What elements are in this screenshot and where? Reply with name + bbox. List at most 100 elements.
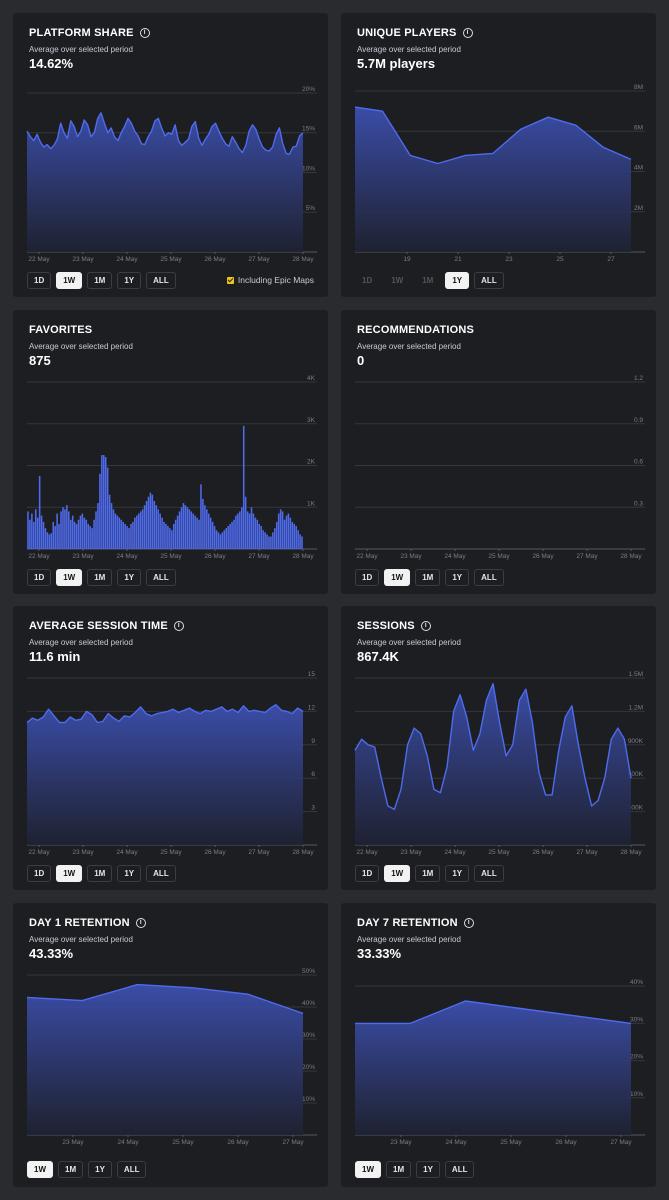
card-title: DAY 7 RETENTION i bbox=[357, 917, 474, 929]
range-button-1w[interactable]: 1W bbox=[56, 272, 83, 289]
bar bbox=[215, 530, 218, 549]
info-icon[interactable]: i bbox=[420, 621, 431, 631]
range-button-1m[interactable]: 1M bbox=[386, 1161, 412, 1178]
range-button-all[interactable]: ALL bbox=[146, 569, 176, 586]
range-button-1w[interactable]: 1W bbox=[56, 865, 83, 882]
range-button-1y[interactable]: 1Y bbox=[445, 569, 470, 586]
x-tick-label: 28 May bbox=[620, 553, 642, 560]
bar bbox=[178, 511, 181, 549]
range-button-1d[interactable]: 1D bbox=[355, 865, 380, 882]
bar bbox=[287, 513, 290, 549]
bar bbox=[89, 526, 91, 549]
y-tick-label: 4M bbox=[634, 165, 643, 172]
x-tick-label: 25 May bbox=[160, 256, 182, 263]
card-day-7-retention: DAY 7 RETENTION i Average over selected pe… bbox=[341, 903, 656, 1187]
card-title-text: UNIQUE PLAYERS bbox=[357, 27, 457, 39]
bar bbox=[283, 519, 286, 549]
info-icon[interactable]: i bbox=[173, 621, 184, 631]
y-tick-label: 600K bbox=[628, 771, 644, 778]
range-button-1w[interactable]: 1W bbox=[384, 272, 411, 289]
x-tick-label: 23 bbox=[505, 256, 513, 263]
range-button-1y[interactable]: 1Y bbox=[117, 865, 142, 882]
range-button-1y[interactable]: 1Y bbox=[445, 865, 470, 882]
range-button-1m[interactable]: 1M bbox=[415, 865, 441, 882]
chart: 15 12 9 6 3 22 May 23 May 24 May 25 May 26 May 27 … bbox=[26, 671, 317, 856]
card-day-1-retention: DAY 1 RETENTION i Average over selected pe… bbox=[13, 903, 328, 1187]
range-button-1w[interactable]: 1W bbox=[56, 569, 83, 586]
bar bbox=[97, 503, 99, 549]
y-tick-label: 0.9 bbox=[634, 417, 643, 424]
card-subtitle: Average over selected period bbox=[357, 45, 461, 54]
bar bbox=[116, 515, 119, 549]
bar bbox=[99, 473, 101, 549]
x-tick-label: 26 May bbox=[204, 849, 226, 856]
x-tick-label: 28 May bbox=[292, 553, 314, 560]
range-button-1m[interactable]: 1M bbox=[58, 1161, 84, 1178]
bar bbox=[217, 532, 220, 549]
range-button-1w[interactable]: 1W bbox=[27, 1161, 53, 1178]
range-button-all[interactable]: ALL bbox=[444, 1161, 475, 1178]
range-button-1d[interactable]: 1D bbox=[355, 569, 380, 586]
bar bbox=[56, 513, 58, 549]
x-tick-label: 22 May bbox=[356, 849, 378, 856]
card-sessions: SESSIONS i Average over selected period 867… bbox=[341, 606, 656, 890]
range-button-1y[interactable]: 1Y bbox=[445, 272, 470, 289]
checkbox-label: Including Epic Maps bbox=[237, 275, 314, 285]
x-tick-label: 24 May bbox=[444, 849, 466, 856]
range-button-1w[interactable]: 1W bbox=[384, 569, 411, 586]
x-tick-label: 24 May bbox=[116, 849, 138, 856]
info-icon[interactable]: i bbox=[463, 918, 474, 928]
bar bbox=[42, 521, 45, 549]
bar bbox=[147, 496, 150, 549]
range-button-1w[interactable]: 1W bbox=[384, 865, 411, 882]
y-tick-label: 30% bbox=[302, 1032, 315, 1039]
bar bbox=[163, 521, 165, 549]
card-subtitle: Average over selected period bbox=[29, 342, 133, 351]
x-tick-label: 25 May bbox=[160, 553, 182, 560]
checkbox-icon[interactable] bbox=[226, 276, 234, 284]
bar bbox=[297, 530, 299, 549]
bar bbox=[270, 536, 272, 549]
range-button-all[interactable]: ALL bbox=[474, 272, 504, 289]
range-button-1m[interactable]: 1M bbox=[415, 569, 441, 586]
bar bbox=[209, 517, 212, 549]
card-subtitle: Average over selected period bbox=[29, 45, 133, 54]
range-button-1y[interactable]: 1Y bbox=[88, 1161, 112, 1178]
chart: 8M 6M 4M 2M 19 21 23 25 27 bbox=[354, 84, 645, 263]
range-button-1d[interactable]: 1D bbox=[27, 272, 52, 289]
range-button-1d[interactable]: 1D bbox=[355, 272, 380, 289]
range-button-1m[interactable]: 1M bbox=[415, 272, 441, 289]
bar bbox=[188, 509, 191, 549]
range-button-all[interactable]: ALL bbox=[146, 865, 176, 882]
include-epic-maps-checkbox[interactable]: Including Epic Maps bbox=[226, 275, 314, 285]
bar bbox=[62, 507, 64, 549]
range-button-1m[interactable]: 1M bbox=[87, 272, 113, 289]
range-button-all[interactable]: ALL bbox=[116, 1161, 147, 1178]
card-value: 0 bbox=[357, 353, 365, 368]
x-tick-label: 23 May bbox=[400, 849, 422, 856]
bar bbox=[103, 455, 105, 549]
card-title: UNIQUE PLAYERS i bbox=[357, 27, 473, 39]
bar bbox=[27, 511, 29, 549]
info-icon[interactable]: i bbox=[139, 28, 150, 38]
range-button-1y[interactable]: 1Y bbox=[416, 1161, 440, 1178]
card-subtitle: Average over selected period bbox=[29, 935, 133, 944]
x-tick-label: 27 May bbox=[576, 553, 598, 560]
range-button-all[interactable]: ALL bbox=[474, 865, 504, 882]
card-favorites: FAVORITES Average over selected period 875… bbox=[13, 310, 328, 594]
range-button-1m[interactable]: 1M bbox=[87, 569, 113, 586]
info-icon[interactable]: i bbox=[135, 918, 146, 928]
range-button-all[interactable]: ALL bbox=[474, 569, 504, 586]
x-tick-label: 24 May bbox=[445, 1139, 467, 1146]
range-button-1w[interactable]: 1W bbox=[355, 1161, 381, 1178]
range-button-all[interactable]: ALL bbox=[146, 272, 176, 289]
range-button-1y[interactable]: 1Y bbox=[117, 272, 142, 289]
range-button-1y[interactable]: 1Y bbox=[117, 569, 142, 586]
range-button-1m[interactable]: 1M bbox=[87, 865, 113, 882]
bar bbox=[104, 457, 107, 549]
chart: 50% 40% 30% 20% 10% 23 May 24 May 25 May 26 May 2… bbox=[26, 968, 317, 1146]
range-button-1d[interactable]: 1D bbox=[27, 865, 52, 882]
info-icon[interactable]: i bbox=[462, 28, 473, 38]
range-button-1d[interactable]: 1D bbox=[27, 569, 52, 586]
bar bbox=[231, 521, 233, 549]
